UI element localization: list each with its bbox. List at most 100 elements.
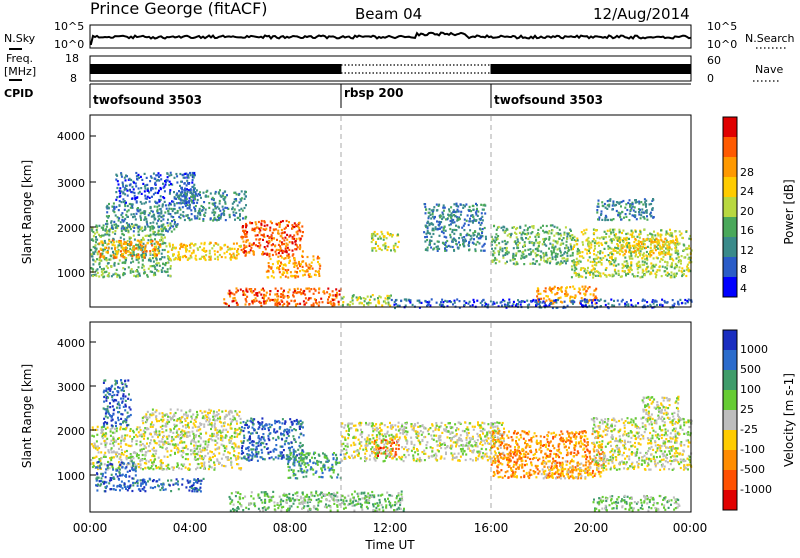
power-cell xyxy=(242,294,244,296)
power-cell xyxy=(97,268,99,270)
power-cell xyxy=(391,299,393,301)
power-cell xyxy=(234,257,236,259)
power-cell xyxy=(180,243,182,245)
power-cell xyxy=(288,296,290,298)
power-cell xyxy=(263,228,265,230)
power-cell xyxy=(132,261,134,263)
velocity-cell xyxy=(160,426,162,428)
power-cell xyxy=(136,178,138,180)
velocity-cell xyxy=(119,489,121,491)
power-cell xyxy=(303,300,305,302)
power-cell xyxy=(665,234,667,236)
power-cell xyxy=(180,214,182,216)
velocity-cell xyxy=(105,481,107,483)
velocity-cell xyxy=(116,407,118,409)
power-cell xyxy=(280,287,282,289)
power-cell xyxy=(426,239,428,241)
power-cell xyxy=(529,241,531,243)
power-cell xyxy=(484,204,486,206)
velocity-cell xyxy=(185,486,187,488)
power-cell xyxy=(123,238,125,240)
power-cell xyxy=(100,256,102,258)
power-cell xyxy=(299,270,301,272)
power-cell xyxy=(538,299,540,301)
power-cell xyxy=(457,209,459,211)
power-cell xyxy=(140,249,142,251)
power-cell xyxy=(105,257,107,259)
power-cell xyxy=(461,227,463,229)
power-cell xyxy=(332,294,334,296)
power-cell xyxy=(444,247,446,249)
power-cell xyxy=(605,233,607,235)
power-cell xyxy=(234,214,236,216)
power-cell xyxy=(210,256,212,258)
power-cell xyxy=(275,253,277,255)
power-cell xyxy=(557,299,559,301)
power-cell xyxy=(132,203,134,205)
power-cell xyxy=(644,258,646,260)
power-cell xyxy=(641,276,643,278)
power-cell xyxy=(100,240,102,242)
power-cell xyxy=(141,245,143,247)
power-cell xyxy=(315,301,317,303)
power-cell xyxy=(180,181,182,183)
power-cell xyxy=(566,237,568,239)
power-cell xyxy=(480,236,482,238)
power-cell xyxy=(300,289,302,291)
power-cell xyxy=(229,216,231,218)
power-cell xyxy=(539,263,541,265)
power-cell xyxy=(184,177,186,179)
power-cell xyxy=(511,233,513,235)
power-cell xyxy=(178,253,180,255)
power-cell xyxy=(182,255,184,257)
power-cell xyxy=(502,248,504,250)
power-cell xyxy=(294,262,296,264)
power-cell xyxy=(286,239,288,241)
power-cell xyxy=(253,253,255,255)
power-cell xyxy=(203,192,205,194)
power-cell xyxy=(611,304,613,306)
power-cell xyxy=(99,266,101,268)
power-cell xyxy=(572,237,574,239)
power-cell xyxy=(624,270,626,272)
velocity-cell xyxy=(101,477,103,479)
power-cell xyxy=(285,276,287,278)
power-cell xyxy=(590,261,592,263)
power-cell xyxy=(492,254,494,256)
power-cell xyxy=(158,230,160,232)
power-cell xyxy=(317,261,319,263)
velocity-cell xyxy=(100,451,102,453)
power-cell xyxy=(104,242,106,244)
power-cell xyxy=(472,304,474,306)
power-cell xyxy=(253,242,255,244)
power-cell xyxy=(630,299,632,301)
velocity-cell xyxy=(131,468,133,470)
velocity-cell xyxy=(117,417,119,419)
power-cell xyxy=(154,178,156,180)
power-cell xyxy=(387,246,389,248)
power-cell xyxy=(191,213,193,215)
power-cell xyxy=(242,210,244,212)
power-cell xyxy=(644,261,646,263)
power-cell xyxy=(333,302,335,304)
power-cell xyxy=(484,212,486,214)
power-cell xyxy=(118,217,120,219)
power-cell xyxy=(157,243,159,245)
power-cell xyxy=(214,212,216,214)
power-cell xyxy=(132,197,134,199)
velocity-cell xyxy=(134,463,136,465)
power-cell xyxy=(492,259,494,261)
power-cell xyxy=(524,301,526,303)
power-cell xyxy=(449,300,451,302)
power-cell xyxy=(186,184,188,186)
power-cell xyxy=(386,249,388,251)
power-cell xyxy=(289,289,291,291)
power-cell xyxy=(613,261,615,263)
power-cell xyxy=(524,233,526,235)
power-cell xyxy=(234,219,236,221)
power-cell xyxy=(103,234,105,236)
power-cell xyxy=(172,201,174,203)
power-cell xyxy=(514,258,516,260)
power-cell xyxy=(244,198,246,200)
power-cell xyxy=(156,258,158,260)
